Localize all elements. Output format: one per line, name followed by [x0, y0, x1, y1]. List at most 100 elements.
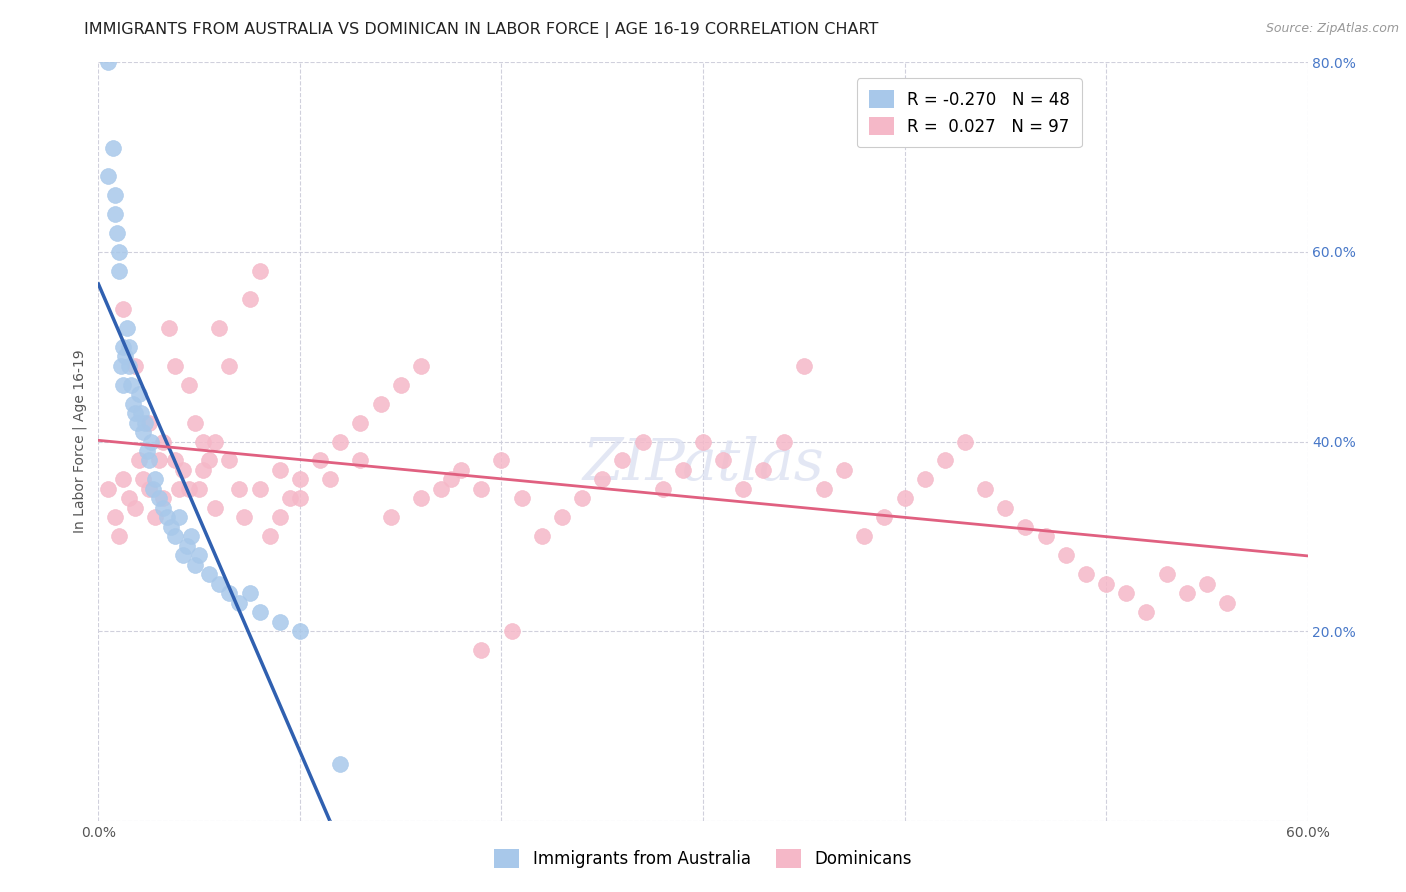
Point — [430, 482, 453, 496]
Point — [128, 453, 150, 467]
Point — [97, 55, 120, 70]
Point — [124, 359, 146, 373]
Point — [1156, 567, 1178, 582]
Point — [470, 482, 492, 496]
Point — [309, 453, 332, 467]
Point — [160, 520, 183, 534]
Point — [269, 510, 291, 524]
Point — [218, 359, 240, 373]
Point — [228, 482, 250, 496]
Point — [124, 500, 146, 515]
Point — [135, 444, 157, 458]
Point — [103, 510, 125, 524]
Point — [204, 500, 226, 515]
Point — [143, 473, 166, 487]
Point — [118, 491, 141, 506]
Point — [269, 463, 291, 477]
Point — [1195, 576, 1218, 591]
Point — [184, 558, 207, 572]
Legend: Immigrants from Australia, Dominicans: Immigrants from Australia, Dominicans — [488, 843, 918, 875]
Point — [793, 359, 815, 373]
Point — [105, 226, 128, 240]
Point — [329, 434, 352, 449]
Point — [152, 491, 174, 506]
Point — [288, 491, 311, 506]
Point — [142, 482, 165, 496]
Point — [156, 510, 179, 524]
Point — [772, 434, 794, 449]
Point — [510, 491, 533, 506]
Point — [349, 453, 371, 467]
Text: Source: ZipAtlas.com: Source: ZipAtlas.com — [1265, 22, 1399, 36]
Point — [107, 529, 129, 543]
Point — [111, 473, 134, 487]
Point — [1216, 596, 1239, 610]
Point — [152, 434, 174, 449]
Point — [188, 482, 211, 496]
Point — [1074, 567, 1097, 582]
Point — [176, 539, 198, 553]
Point — [198, 567, 221, 582]
Point — [218, 586, 240, 600]
Point — [101, 141, 124, 155]
Point — [208, 576, 231, 591]
Point — [651, 482, 673, 496]
Point — [733, 482, 755, 496]
Point — [409, 359, 432, 373]
Point — [1014, 520, 1036, 534]
Point — [179, 482, 201, 496]
Point — [157, 320, 180, 334]
Point — [179, 377, 201, 392]
Point — [612, 453, 634, 467]
Point — [994, 500, 1017, 515]
Point — [1054, 548, 1077, 563]
Point — [249, 264, 271, 278]
Point — [132, 473, 155, 487]
Point — [1035, 529, 1057, 543]
Point — [631, 434, 654, 449]
Point — [551, 510, 574, 524]
Point — [103, 188, 125, 202]
Point — [163, 529, 186, 543]
Point — [138, 453, 160, 467]
Point — [239, 293, 262, 307]
Point — [134, 416, 156, 430]
Point — [167, 482, 190, 496]
Point — [974, 482, 997, 496]
Point — [111, 340, 134, 354]
Point — [832, 463, 855, 477]
Point — [853, 529, 876, 543]
Point — [172, 548, 194, 563]
Point — [120, 377, 142, 392]
Point — [107, 244, 129, 259]
Point — [139, 434, 162, 449]
Point — [111, 301, 134, 316]
Point — [288, 624, 311, 639]
Point — [103, 207, 125, 221]
Point — [692, 434, 714, 449]
Point — [249, 482, 271, 496]
Text: IMMIGRANTS FROM AUSTRALIA VS DOMINICAN IN LABOR FORCE | AGE 16-19 CORRELATION CH: IMMIGRANTS FROM AUSTRALIA VS DOMINICAN I… — [84, 22, 879, 38]
Point — [163, 453, 186, 467]
Point — [124, 406, 146, 420]
Point — [128, 387, 150, 401]
Point — [97, 169, 120, 184]
Point — [107, 264, 129, 278]
Point — [893, 491, 915, 506]
Point — [370, 396, 392, 410]
Point — [470, 643, 492, 657]
Point — [167, 510, 190, 524]
Point — [239, 586, 262, 600]
Point — [118, 340, 141, 354]
Point — [953, 434, 976, 449]
Y-axis label: In Labor Force | Age 16-19: In Labor Force | Age 16-19 — [72, 350, 87, 533]
Point — [269, 615, 291, 629]
Point — [530, 529, 553, 543]
Point — [232, 510, 254, 524]
Point — [450, 463, 472, 477]
Point — [329, 756, 352, 771]
Point — [501, 624, 523, 639]
Point — [132, 425, 155, 439]
Point — [110, 359, 132, 373]
Point — [114, 349, 136, 363]
